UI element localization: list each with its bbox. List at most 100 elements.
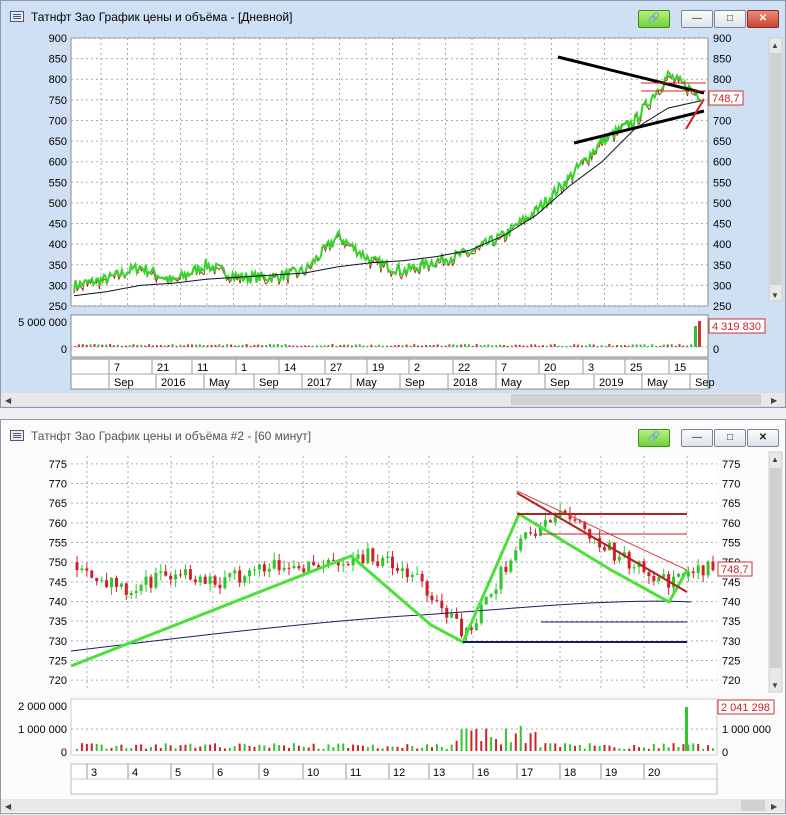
volume-bar	[245, 344, 248, 347]
candle	[208, 576, 212, 584]
volume-bar	[623, 748, 626, 751]
volume-bar	[542, 345, 544, 347]
volume-bar	[692, 743, 695, 751]
candle	[410, 574, 414, 578]
chart-window-icon	[10, 430, 24, 441]
maximize-button[interactable]: □	[714, 10, 746, 28]
volume-bar	[206, 345, 209, 347]
candle	[548, 520, 552, 523]
volume-bar	[440, 746, 443, 751]
volume-bar	[628, 748, 631, 751]
volume-bar	[191, 344, 193, 347]
volume-bar	[335, 345, 338, 347]
volume-plot-area	[70, 698, 718, 756]
volume-bar	[475, 344, 478, 347]
candle	[405, 568, 409, 578]
volume-bar	[199, 746, 202, 751]
price-axis-label-right: 700	[713, 115, 731, 127]
date-tick-label: 11	[197, 362, 208, 374]
candle	[711, 561, 715, 571]
candle	[203, 576, 207, 584]
volume-axis-label-right: 0	[713, 344, 719, 356]
volume-bar	[712, 748, 714, 751]
volume-bar	[479, 345, 482, 347]
candle	[504, 566, 508, 572]
candle	[287, 567, 291, 569]
candle	[183, 569, 187, 576]
minimize-button[interactable]: —	[681, 10, 713, 28]
date-tick-label: 10	[307, 767, 319, 779]
volume-bar	[258, 744, 261, 751]
volume-bar	[300, 345, 303, 347]
volume-bar	[322, 748, 325, 751]
candle	[460, 618, 464, 637]
volume-bar	[577, 344, 580, 347]
volume-bar	[687, 744, 690, 751]
volume-bar	[307, 747, 310, 751]
volume-bar	[243, 743, 246, 751]
date-label: Sep	[114, 377, 134, 389]
volume-bar	[510, 345, 513, 347]
volume-bar	[183, 345, 186, 347]
volume-bar	[559, 746, 562, 751]
volume-bar	[386, 746, 389, 751]
price-axis-label-left: 725	[49, 655, 67, 667]
date-tick-label: 11	[350, 767, 361, 779]
candle	[676, 573, 680, 577]
price-axis-label-right: 730	[722, 636, 740, 648]
date-label: May	[356, 377, 377, 389]
volume-bar	[315, 345, 318, 347]
volume-bar	[569, 345, 572, 347]
candle	[198, 576, 202, 583]
close-button[interactable]: ✕	[747, 10, 779, 28]
candle	[272, 560, 276, 569]
daily-chart-canvas[interactable]: ▲▼90090085085080080075075070070065065060…	[1, 1, 786, 409]
link-button[interactable]: 🔗	[638, 429, 670, 447]
price-axis-label-left: 800	[49, 74, 67, 86]
volume-bar	[538, 345, 541, 347]
price-line-green	[73, 69, 702, 292]
volume-bar	[666, 344, 669, 347]
volume-bar	[292, 345, 295, 347]
volume-bar	[549, 743, 552, 751]
volume-bar	[519, 725, 522, 751]
moving-average-line	[73, 100, 702, 297]
price-axis-label-left: 760	[49, 518, 67, 530]
volume-bar	[382, 345, 385, 347]
candle	[455, 613, 459, 619]
volume-bar	[514, 733, 517, 751]
maximize-button[interactable]: □	[714, 429, 746, 447]
volume-bar	[140, 344, 143, 347]
volume-bar	[74, 345, 76, 347]
candle	[395, 568, 399, 571]
volume-bar	[81, 344, 84, 347]
candle	[331, 559, 335, 561]
volume-bar	[662, 743, 665, 751]
volume-bar	[618, 748, 621, 751]
candle	[553, 516, 557, 523]
candle	[193, 579, 197, 583]
volume-bar	[545, 345, 548, 347]
date-tick-label: 16	[477, 767, 489, 779]
link-button[interactable]: 🔗	[638, 10, 670, 28]
minimize-button[interactable]: —	[681, 429, 713, 447]
volume-bar	[608, 344, 611, 347]
volume-bar	[411, 746, 414, 751]
volume-bar	[526, 345, 529, 347]
close-button[interactable]: ✕	[747, 429, 779, 447]
volume-bar	[578, 744, 581, 751]
volume-bar	[686, 345, 689, 347]
hourly-chart-canvas[interactable]: ▲▼77577577077076576576076075575575075074…	[1, 420, 786, 815]
volume-bar	[620, 344, 622, 347]
volume-bar	[436, 344, 439, 347]
volume-bar	[145, 748, 148, 751]
volume-bar	[524, 743, 527, 751]
volume-bar	[514, 344, 517, 347]
volume-bar	[357, 745, 360, 751]
candle	[474, 623, 478, 631]
trendline-red	[516, 492, 688, 593]
price-axis-label-right: 755	[722, 538, 740, 550]
date-label: Sep	[550, 377, 570, 389]
candle	[144, 576, 148, 585]
volume-bar	[354, 344, 357, 347]
